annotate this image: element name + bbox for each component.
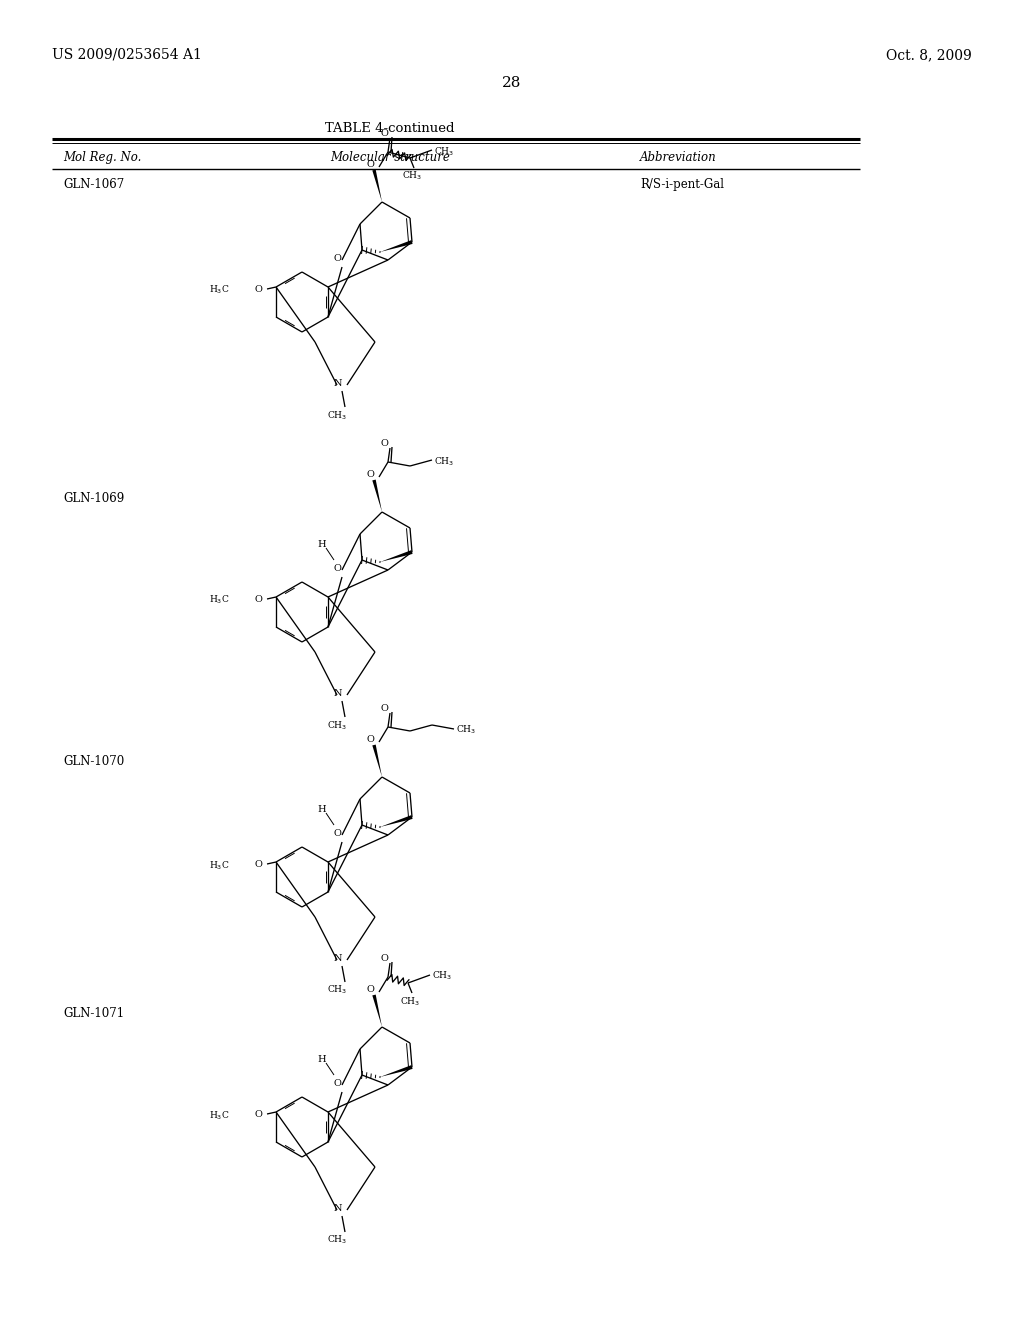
Text: H$_3$C: H$_3$C <box>210 594 230 606</box>
Text: CH$_3$: CH$_3$ <box>327 409 347 421</box>
Text: O: O <box>380 954 388 964</box>
Text: H: H <box>317 805 327 814</box>
Text: CH$_3$: CH$_3$ <box>434 455 455 467</box>
Text: H$_3$C: H$_3$C <box>210 1109 230 1122</box>
Text: Mol Reg. No.: Mol Reg. No. <box>63 150 141 164</box>
Text: O: O <box>380 704 388 713</box>
Text: CH$_3$: CH$_3$ <box>434 145 455 157</box>
Text: GLN-1070: GLN-1070 <box>63 755 124 768</box>
Text: N: N <box>334 954 342 964</box>
Text: O: O <box>333 1078 341 1088</box>
Polygon shape <box>380 550 413 562</box>
Text: TABLE 4-continued: TABLE 4-continued <box>326 121 455 135</box>
Polygon shape <box>373 744 382 777</box>
Text: Oct. 8, 2009: Oct. 8, 2009 <box>886 48 972 62</box>
Text: CH$_3$: CH$_3$ <box>399 995 420 1007</box>
Text: CH$_3$: CH$_3$ <box>327 719 347 731</box>
Text: Molecular structure: Molecular structure <box>330 150 450 164</box>
Text: GLN-1071: GLN-1071 <box>63 1007 124 1020</box>
Polygon shape <box>373 169 382 202</box>
Text: Abbreviation: Abbreviation <box>640 150 717 164</box>
Text: N: N <box>334 689 342 698</box>
Text: O: O <box>380 129 388 139</box>
Text: O: O <box>333 829 341 838</box>
Text: O: O <box>333 564 341 573</box>
Text: CH$_3$: CH$_3$ <box>432 970 453 982</box>
Polygon shape <box>380 240 413 252</box>
Text: N: N <box>334 1204 342 1213</box>
Text: H$_3$C: H$_3$C <box>210 284 230 297</box>
Polygon shape <box>380 1065 413 1077</box>
Text: H: H <box>317 1055 327 1064</box>
Text: O: O <box>366 160 374 169</box>
Text: CH$_3$: CH$_3$ <box>327 1234 347 1246</box>
Text: O: O <box>333 253 341 263</box>
Text: O: O <box>366 735 374 744</box>
Text: O: O <box>254 1110 262 1119</box>
Polygon shape <box>373 479 382 512</box>
Polygon shape <box>380 814 413 828</box>
Text: O: O <box>366 470 374 479</box>
Text: H$_3$C: H$_3$C <box>210 859 230 871</box>
Text: O: O <box>254 595 262 605</box>
Text: 28: 28 <box>503 77 521 90</box>
Text: O: O <box>254 861 262 869</box>
Text: R/S-i-pent-Gal: R/S-i-pent-Gal <box>640 178 724 191</box>
Text: CH$_3$: CH$_3$ <box>456 723 476 737</box>
Text: GLN-1069: GLN-1069 <box>63 492 124 506</box>
Text: O: O <box>380 440 388 447</box>
Text: O: O <box>254 285 262 294</box>
Text: O: O <box>366 985 374 994</box>
Text: GLN-1067: GLN-1067 <box>63 178 124 191</box>
Text: H: H <box>317 540 327 549</box>
Polygon shape <box>373 994 382 1027</box>
Text: CH$_3$: CH$_3$ <box>327 983 347 997</box>
Text: US 2009/0253654 A1: US 2009/0253654 A1 <box>52 48 202 62</box>
Text: N: N <box>334 379 342 388</box>
Text: CH$_3$: CH$_3$ <box>401 170 422 182</box>
